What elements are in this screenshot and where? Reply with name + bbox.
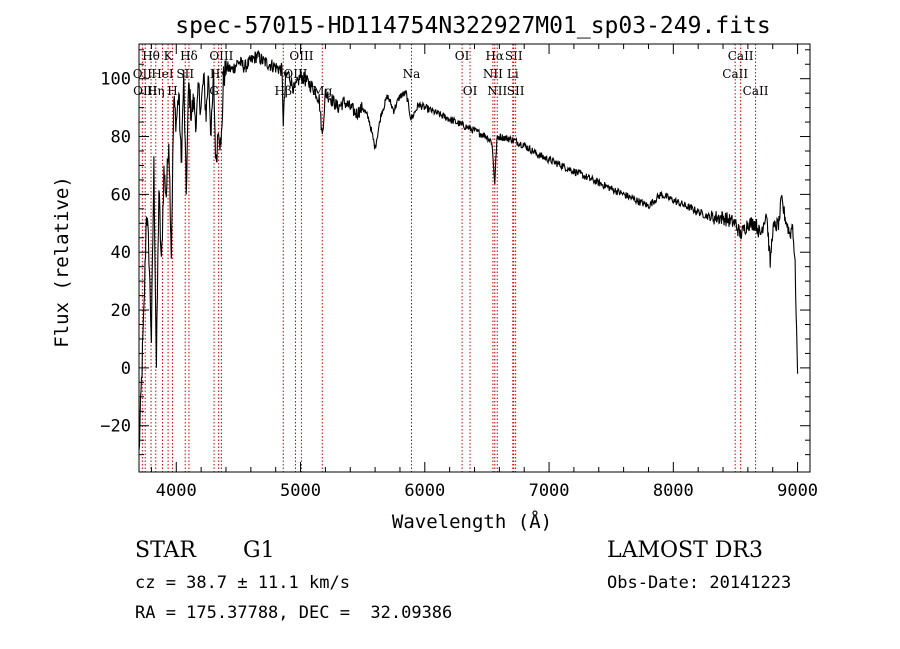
line-marker-label-16: Na [403, 67, 421, 81]
y-tick-label-4: 60 [111, 185, 131, 205]
line-marker-label-20: NII [483, 67, 503, 81]
line-marker-label-24: SII [507, 84, 525, 98]
x-tick-label-2: 6000 [404, 481, 445, 501]
line-marker-label-5: Hη [147, 84, 165, 98]
observation-date: Obs-Date: 20141223 [607, 573, 792, 593]
x-tick-label-3: 7000 [529, 481, 570, 501]
y-tick-label-5: 80 [111, 128, 131, 148]
line-marker-label-25: CaII [728, 49, 754, 63]
y-tick-label-2: 20 [111, 301, 131, 321]
x-tick-label-1: 5000 [280, 481, 321, 501]
x-tick-label-4: 8000 [653, 481, 694, 501]
x-axis-label: Wavelength (Å) [392, 510, 552, 533]
y-tick-label-0: −20 [100, 417, 131, 437]
line-marker-label-6: H [167, 84, 177, 98]
spectral-subclass: G1 [243, 538, 275, 563]
line-marker-label-17: OI [455, 49, 470, 63]
line-marker-label-22: SII [505, 49, 523, 63]
coordinates: RA = 175.37788, DEC = 32.09386 [135, 603, 453, 623]
spectrum-line-0 [138, 50, 799, 451]
x-tick-label-5: 9000 [777, 481, 818, 501]
y-tick-label-6: 100 [100, 70, 131, 90]
y-axis-label: Flux (relative) [51, 176, 73, 348]
axes: 4000 5000 6000 7000 8000 9000 −20 0 20 40 60 80 100 [100, 43, 818, 501]
line-marker-label-14: Hβ [275, 84, 292, 98]
plot-frame [138, 43, 811, 473]
line-marker-label-3: K [164, 49, 174, 63]
line-marker-label-21: NII [487, 84, 507, 98]
redshift-cz: cz = 38.7 ± 11.1 km/s [135, 573, 350, 593]
line-marker-label-8: SII [176, 67, 194, 81]
object-type: STAR [135, 538, 196, 563]
y-tick-label-1: 0 [121, 359, 131, 379]
line-marker-label-9: OIII [209, 49, 233, 63]
line-marker-label-19: Hα [485, 49, 504, 63]
y-tick-label-3: 40 [111, 243, 131, 263]
line-marker-label-23: Li [507, 67, 519, 81]
line-marker-label-18: OI [463, 84, 478, 98]
line-marker-label-26: CaII [722, 67, 748, 81]
survey-name: LAMOST DR3 [607, 538, 763, 563]
line-marker-label-12: OIII [289, 49, 313, 63]
line-marker-label-27: CaII [743, 84, 769, 98]
chart-title: spec-57015-HD114754N322927M01_sp03-249.f… [175, 13, 770, 39]
x-tick-label-0: 4000 [156, 481, 197, 501]
line-marker-label-4: HeI [151, 67, 174, 81]
line-marker-label-7: Hδ [180, 49, 198, 63]
line-marker-label-1: OII [133, 67, 153, 81]
